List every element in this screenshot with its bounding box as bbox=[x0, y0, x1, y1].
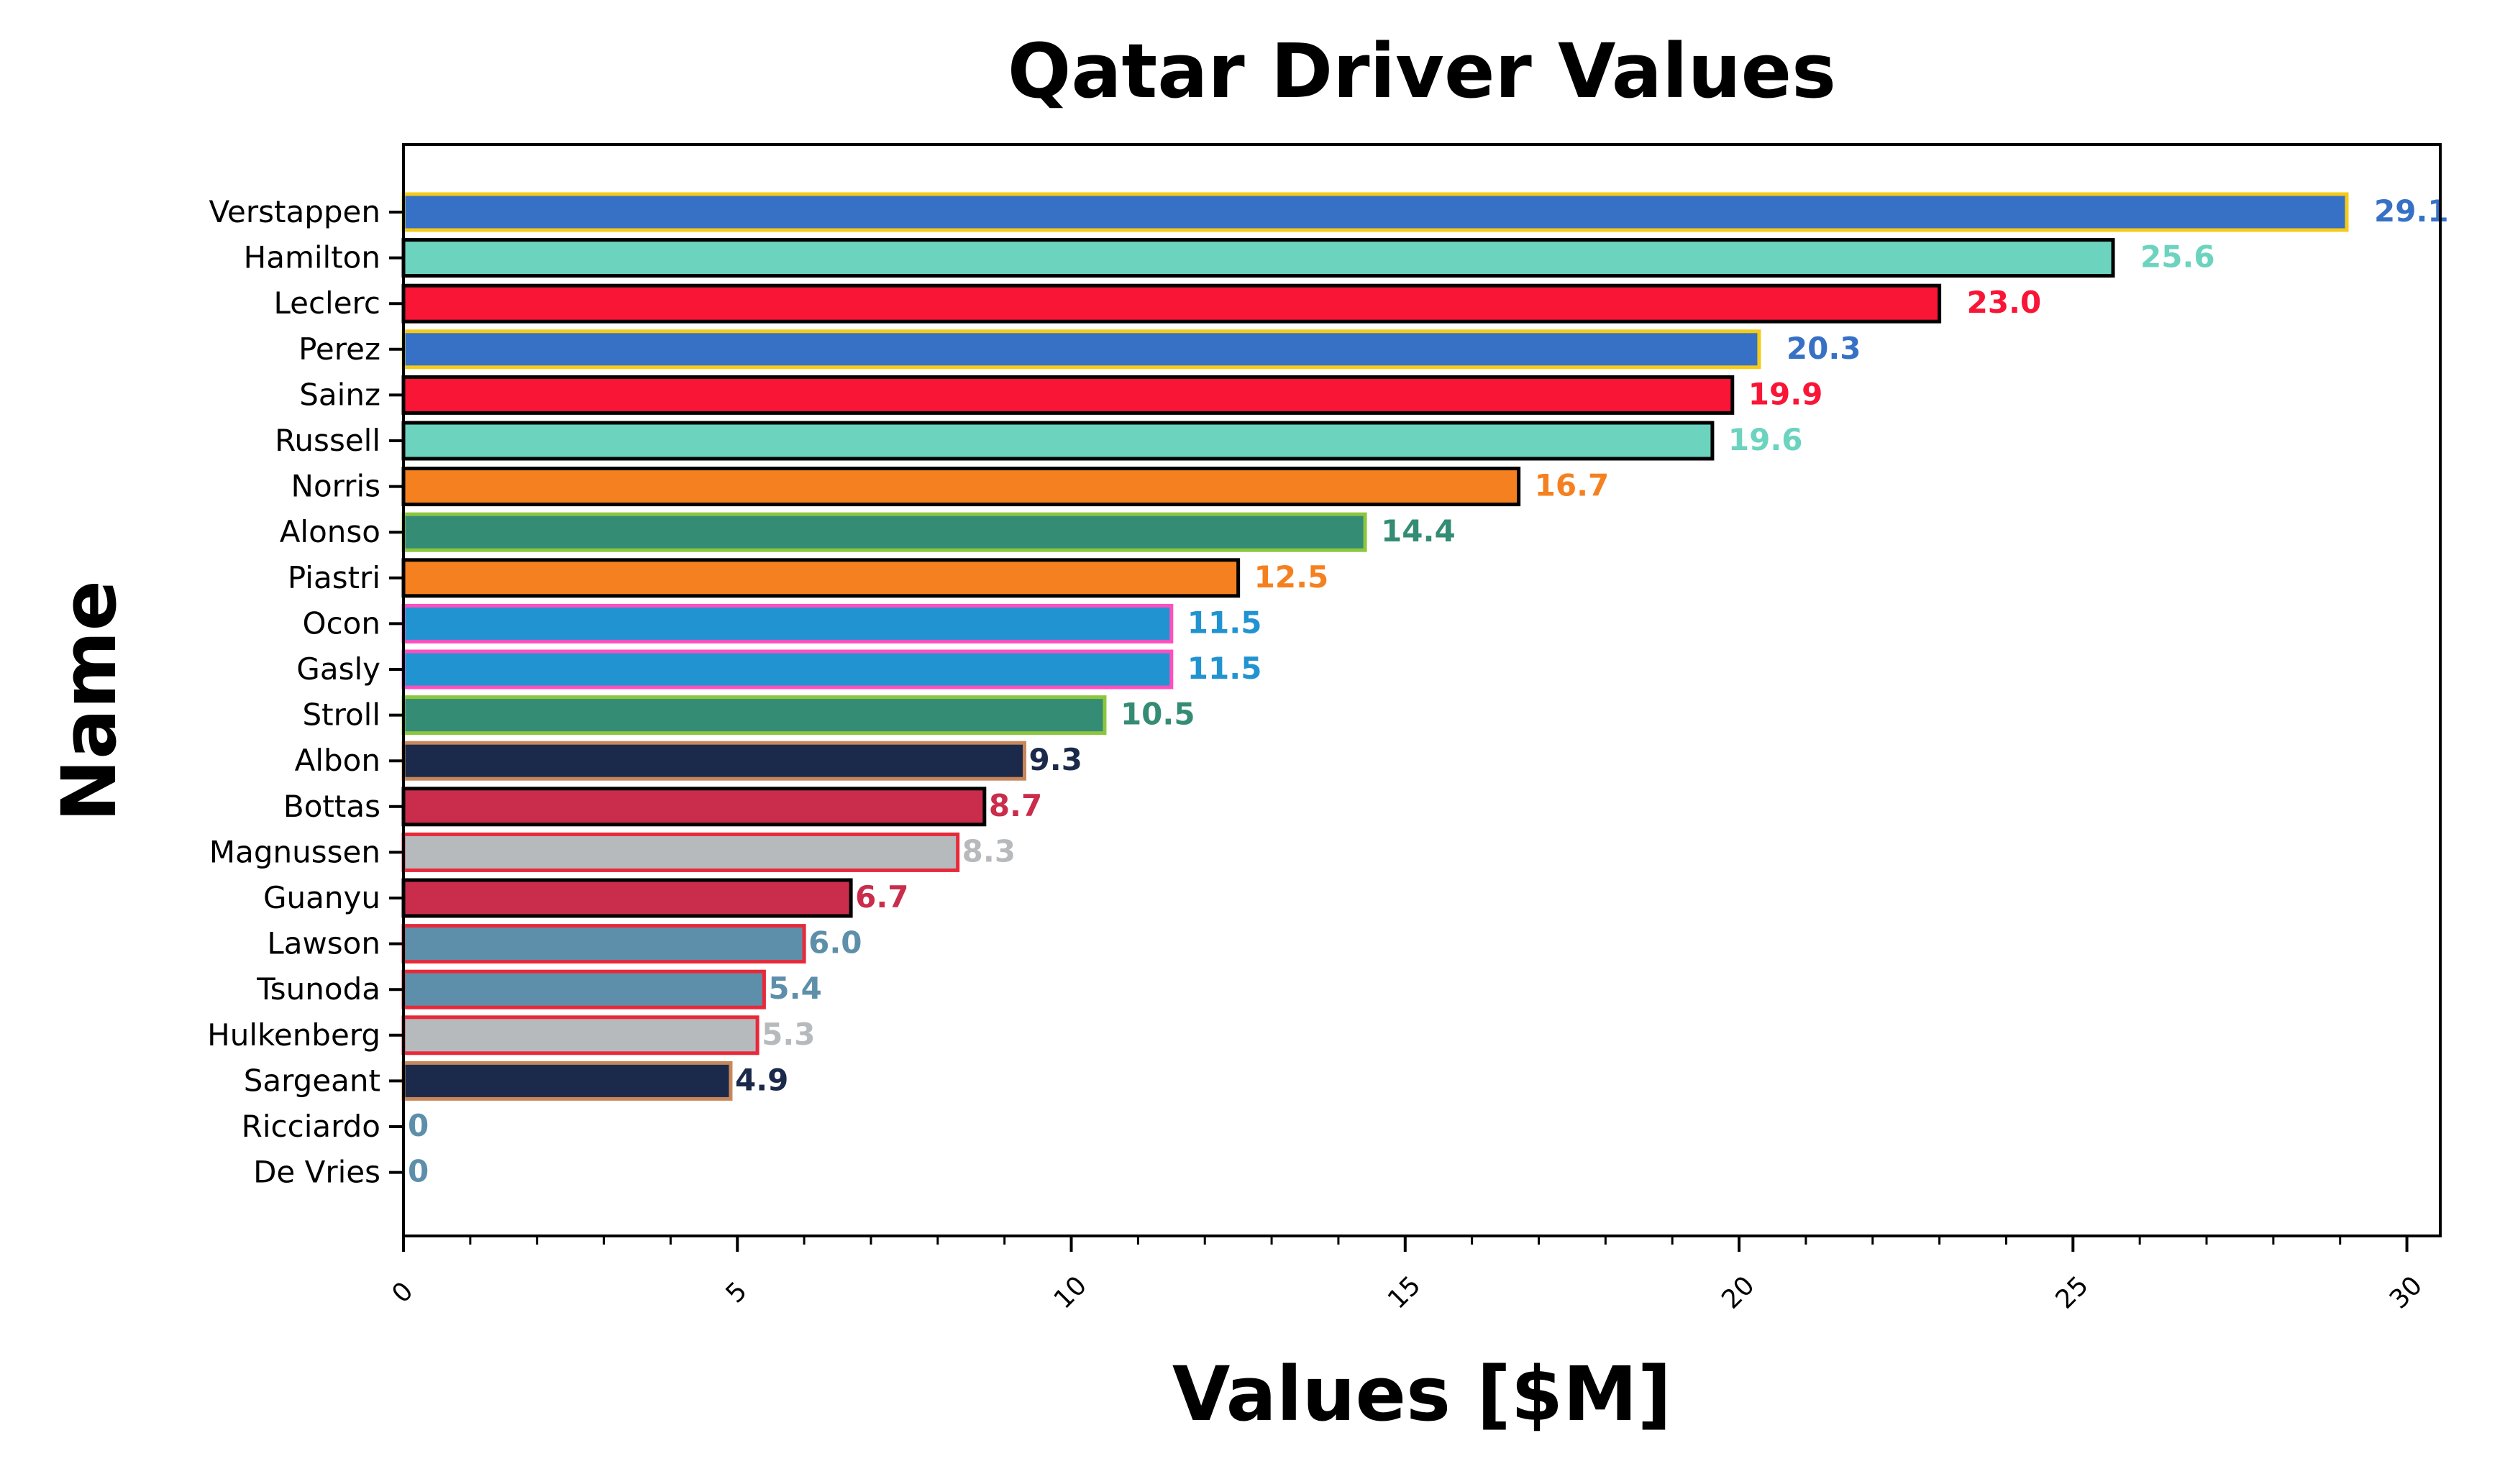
x-tick-label: 25 bbox=[2050, 1270, 2094, 1314]
y-tick-label: Magnussen bbox=[209, 834, 380, 869]
x-axis-label: Values [$M] bbox=[1172, 1350, 1671, 1438]
y-tick-label: Sargeant bbox=[244, 1063, 380, 1098]
bar bbox=[401, 1015, 759, 1055]
x-tick-label: 5 bbox=[721, 1276, 753, 1309]
data-label: 19.9 bbox=[1748, 376, 1823, 411]
bar bbox=[401, 924, 806, 964]
y-tick-label: Gasly bbox=[296, 651, 380, 687]
x-ticks: 0 5 10 15 20 25 30 bbox=[386, 1236, 2428, 1315]
data-label: 16.7 bbox=[1535, 468, 1610, 503]
x-tick-label: 15 bbox=[1382, 1270, 1426, 1314]
chart-title: Qatar Driver Values bbox=[1008, 27, 1836, 115]
data-label: 5.4 bbox=[768, 971, 821, 1006]
data-label: 8.7 bbox=[989, 788, 1042, 823]
data-label: 29.1 bbox=[2374, 193, 2449, 229]
data-label: 12.5 bbox=[1254, 559, 1329, 595]
data-label: 4.9 bbox=[735, 1062, 788, 1097]
bar bbox=[401, 512, 1367, 552]
data-label: 14.4 bbox=[1381, 513, 1456, 549]
plot-frame bbox=[402, 143, 2442, 1237]
y-tick-label: Albon bbox=[295, 743, 380, 778]
data-label: 8.3 bbox=[962, 833, 1016, 869]
y-tick-label: Ricciardo bbox=[242, 1109, 380, 1144]
value-labels: 29.1 25.6 23.0 20.3 19.9 19.6 16.7 14.4 12.5 11.5… bbox=[408, 193, 2449, 1189]
x-tick-label: 20 bbox=[1716, 1270, 1760, 1314]
y-tick-label: Norris bbox=[291, 469, 380, 504]
y-tick-label: Russell bbox=[275, 423, 380, 458]
y-tick-label: Alonso bbox=[280, 514, 380, 549]
bar bbox=[401, 192, 2349, 232]
data-label: 6.7 bbox=[855, 879, 908, 915]
bar bbox=[401, 787, 987, 827]
data-label: 23.0 bbox=[1967, 285, 2042, 320]
bar bbox=[401, 649, 1174, 690]
bar bbox=[401, 467, 1521, 507]
bar bbox=[401, 969, 766, 1009]
bar bbox=[401, 832, 960, 872]
bars-layer bbox=[401, 192, 2349, 1101]
y-tick-label: Sainz bbox=[299, 377, 380, 412]
data-label: 11.5 bbox=[1187, 651, 1262, 686]
x-tick-label: 10 bbox=[1049, 1270, 1092, 1314]
bar bbox=[401, 238, 2115, 278]
y-ticks: Verstappen Hamilton Leclerc Perez Sainz Russe… bbox=[207, 194, 403, 1190]
y-tick-label: Leclerc bbox=[273, 285, 380, 321]
y-tick-label: Lawson bbox=[267, 926, 380, 961]
y-tick-label: Tsunoda bbox=[256, 971, 380, 1007]
y-axis-label: Name bbox=[45, 580, 133, 822]
data-label: 25.6 bbox=[2140, 239, 2215, 275]
bar bbox=[401, 1061, 733, 1101]
bar bbox=[401, 421, 1715, 461]
data-label: 11.5 bbox=[1187, 605, 1262, 640]
bar bbox=[401, 558, 1241, 598]
bar bbox=[401, 603, 1174, 643]
bar bbox=[401, 283, 1942, 324]
bar bbox=[401, 695, 1107, 736]
data-label: 5.3 bbox=[762, 1017, 815, 1052]
data-label: 6.0 bbox=[808, 925, 862, 961]
y-tick-label: Piastri bbox=[288, 560, 380, 595]
y-tick-label: Hamilton bbox=[244, 240, 380, 275]
bar bbox=[401, 878, 853, 918]
y-tick-label: Bottas bbox=[283, 789, 380, 824]
y-tick-label: De Vries bbox=[253, 1155, 380, 1190]
y-tick-label: Stroll bbox=[302, 697, 380, 733]
y-tick-label: Hulkenberg bbox=[207, 1017, 380, 1053]
bar bbox=[401, 329, 1761, 370]
data-label: 19.6 bbox=[1728, 422, 1803, 457]
bar bbox=[401, 375, 1735, 415]
y-tick-label: Perez bbox=[298, 331, 380, 367]
data-label: 0 bbox=[408, 1154, 429, 1189]
data-label: 0 bbox=[408, 1108, 429, 1143]
data-label: 20.3 bbox=[1787, 331, 1861, 366]
data-label: 9.3 bbox=[1029, 742, 1082, 777]
data-label: 10.5 bbox=[1121, 697, 1195, 732]
y-tick-label: Verstappen bbox=[209, 194, 380, 229]
bar bbox=[401, 741, 1027, 781]
x-tick-label: 0 bbox=[386, 1276, 419, 1309]
y-tick-label: Guanyu bbox=[263, 880, 380, 915]
x-tick-label: 30 bbox=[2384, 1270, 2428, 1314]
y-tick-label: Ocon bbox=[303, 605, 380, 641]
